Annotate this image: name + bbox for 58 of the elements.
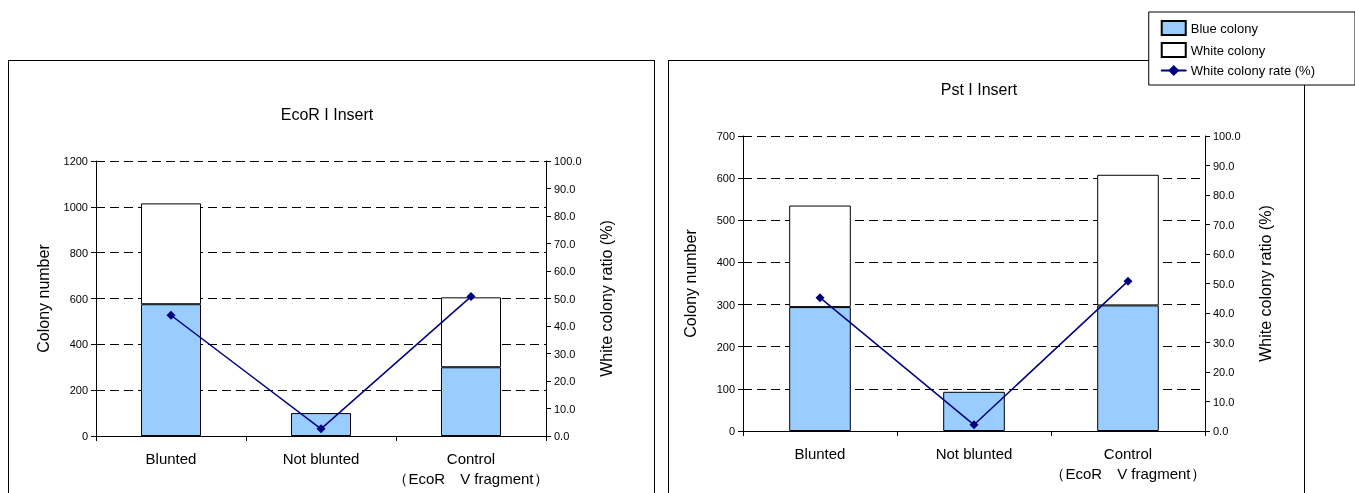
legend-label: White colony rate (%) (1190, 63, 1315, 78)
y-axis-title: Colony number (681, 228, 699, 338)
y2-tick-label: 100.0 (554, 155, 582, 167)
point (316, 424, 326, 434)
y2-tick-label: 90.0 (1213, 159, 1235, 172)
y2-axis-title: White colony ratio (%) (1256, 205, 1274, 362)
y2-tick-label: 30.0 (1213, 336, 1235, 349)
x-tick-label: Not blunted (282, 449, 360, 467)
y2-tick-label: 100.0 (1213, 130, 1241, 142)
y-tick-label: 400 (69, 338, 88, 351)
y-axis-title: Colony number (34, 243, 52, 353)
y-tick-label: 0 (81, 430, 88, 442)
y-tick-label: 600 (716, 172, 735, 185)
y-tick-label: 700 (716, 130, 735, 142)
point (969, 420, 979, 430)
y2-tick-label: 60.0 (1213, 248, 1235, 260)
point (166, 310, 176, 320)
y2-tick-label: 50.0 (1213, 277, 1235, 290)
y2-tick-label: 20.0 (1213, 366, 1235, 378)
chart-title: EcoR I Insert (280, 105, 374, 123)
legend-label: White colony (1190, 42, 1266, 58)
x-tick-label: Control （EcoR V fragment） (1050, 444, 1206, 482)
y-tick-label: 0 (728, 425, 735, 437)
y2-tick-label: 10.0 (554, 402, 576, 415)
y-tick-label: 400 (716, 256, 735, 269)
y2-tick-label: 10.0 (1213, 395, 1235, 408)
y2-tick-label: 80.0 (554, 210, 576, 222)
y2-tick-label: 80.0 (1213, 189, 1235, 201)
y2-tick-label: 70.0 (554, 237, 576, 250)
x-tick-label: Blunted (145, 449, 197, 467)
x-tick-label: Control （EcoR V fragment） (393, 449, 549, 487)
y2-tick-label: 0.0 (1213, 425, 1229, 437)
y-tick-label: 800 (69, 246, 88, 259)
point (466, 292, 476, 302)
chart-title: Pst I Insert (940, 80, 1018, 98)
y2-tick-label: 70.0 (1213, 218, 1235, 231)
x-tick-label: Blunted (794, 444, 846, 462)
y2-axis-title: White colony ratio (%) (597, 220, 615, 377)
legend-label: Blue colony (1190, 20, 1259, 36)
y-tick-label: 200 (716, 340, 735, 353)
y2-tick-label: 0.0 (554, 430, 570, 442)
point (815, 293, 825, 303)
y-tick-label: 300 (716, 298, 735, 311)
y2-tick-label: 60.0 (554, 265, 576, 277)
y-tick-label: 600 (69, 292, 88, 305)
y2-tick-label: 50.0 (554, 292, 576, 305)
point (1123, 276, 1133, 286)
y2-tick-label: 40.0 (1213, 307, 1235, 319)
y2-tick-label: 30.0 (554, 347, 576, 360)
y-tick-label: 200 (69, 384, 88, 397)
x-tick-label: Not blunted (935, 444, 1013, 462)
y-tick-label: 1000 (63, 200, 88, 213)
y2-tick-label: 90.0 (554, 182, 576, 195)
y2-tick-label: 40.0 (554, 320, 576, 332)
y-tick-label: 100 (716, 382, 735, 395)
y-tick-label: 1200 (63, 155, 88, 167)
y-tick-label: 500 (716, 214, 735, 227)
y2-tick-label: 20.0 (554, 375, 576, 387)
